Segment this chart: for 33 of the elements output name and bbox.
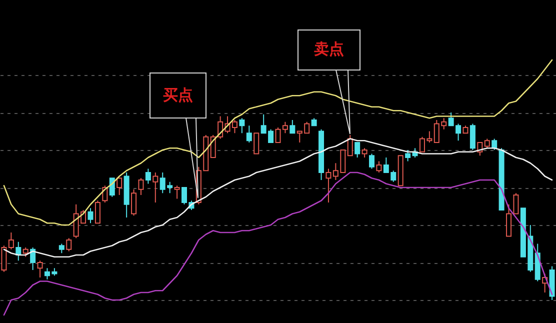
candlestick [492, 138, 498, 150]
candlestick [58, 243, 64, 254]
candlestick [88, 208, 94, 224]
candlestick [369, 153, 374, 170]
candlestick [347, 134, 353, 156]
candlestick [376, 160, 382, 173]
candlestick [8, 232, 14, 250]
candlestick [246, 125, 252, 143]
candlestick [94, 200, 100, 224]
candlestick [37, 260, 43, 278]
candlestick [354, 142, 360, 158]
candlestick [66, 238, 72, 252]
candlestick [145, 168, 151, 184]
candlestick [138, 178, 144, 196]
candlestick [239, 118, 245, 134]
candlestick [326, 168, 332, 203]
candlestick [22, 247, 28, 258]
text: 卖点 [313, 40, 345, 59]
candlestick [513, 192, 519, 214]
candlestick [484, 138, 490, 149]
candlestick [290, 120, 296, 134]
candlestick [131, 188, 137, 216]
candlestick [116, 178, 122, 196]
candlestick [362, 148, 368, 158]
candlestick [30, 247, 36, 270]
candlestick [109, 178, 115, 198]
text: 买点 [162, 86, 194, 104]
candlestick [405, 150, 411, 162]
candlestick [254, 132, 260, 154]
candlestick [174, 185, 180, 200]
candlestick [152, 172, 158, 203]
candlestick [470, 123, 476, 150]
candlestick [506, 204, 512, 237]
